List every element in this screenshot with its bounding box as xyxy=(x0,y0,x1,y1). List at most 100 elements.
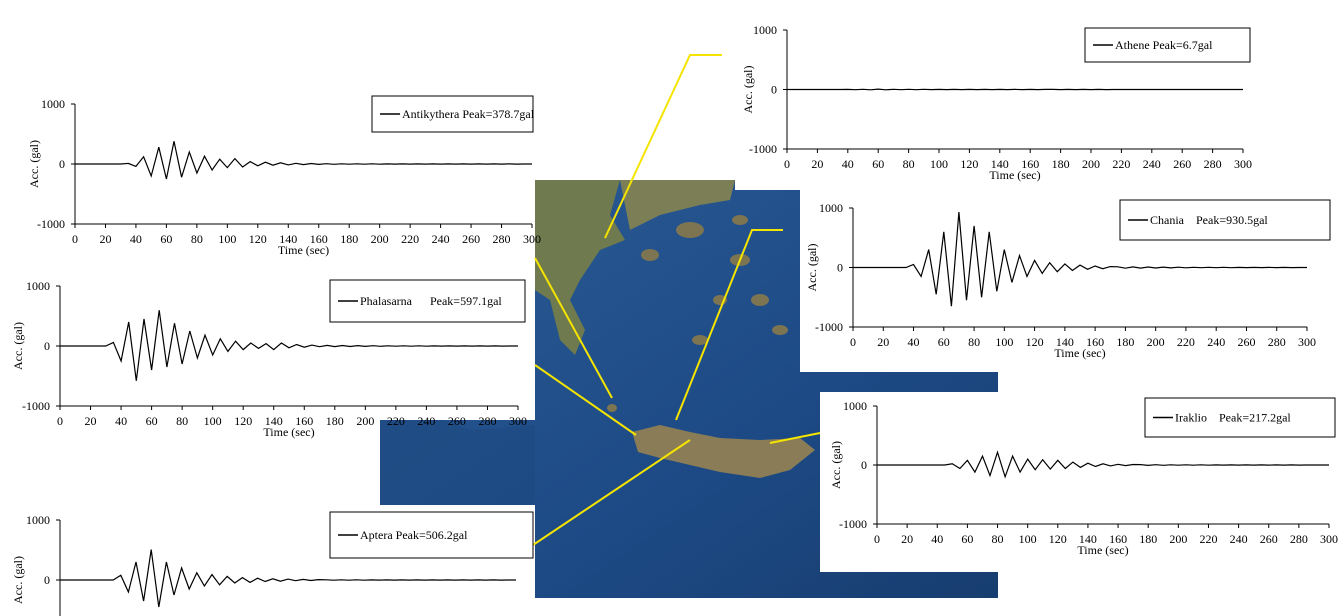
x-tick-label: 200 xyxy=(356,414,374,428)
figure: -100001000020406080100120140160180200220… xyxy=(0,0,1341,616)
page: html,body{margin:0;padding:0;background:… xyxy=(0,0,1341,616)
x-tick-label: 20 xyxy=(877,335,889,349)
x-tick-label: 280 xyxy=(1268,335,1286,349)
x-tick-label: 180 xyxy=(326,414,344,428)
x-tick-label: 240 xyxy=(432,232,450,246)
x-tick-label: 200 xyxy=(371,232,389,246)
x-tick-label: 180 xyxy=(1116,335,1134,349)
x-tick-label: 260 xyxy=(448,414,466,428)
y-axis-label: Acc. (gal) xyxy=(741,66,755,114)
y-axis-label: Acc. (gal) xyxy=(805,244,819,292)
x-tick-label: 260 xyxy=(462,232,480,246)
x-tick-label: 180 xyxy=(1139,532,1157,546)
y-tick-label: 0 xyxy=(44,339,50,353)
legend-label: Antikythera Peak=378.7gal xyxy=(402,107,535,121)
legend-label: Iraklio Peak=217.2gal xyxy=(1175,411,1291,425)
x-tick-label: 260 xyxy=(1173,157,1191,171)
y-tick-label: 1000 xyxy=(819,201,843,215)
x-tick-label: 300 xyxy=(523,232,541,246)
x-tick-label: 80 xyxy=(176,414,188,428)
x-tick-label: 80 xyxy=(992,532,1004,546)
x-tick-label: 120 xyxy=(960,157,978,171)
x-tick-label: 40 xyxy=(908,335,920,349)
y-tick-label: 0 xyxy=(771,83,777,97)
y-tick-label: 0 xyxy=(44,573,50,587)
x-tick-label: 0 xyxy=(72,232,78,246)
x-tick-label: 180 xyxy=(1052,157,1070,171)
x-tick-label: 20 xyxy=(99,232,111,246)
x-axis-label: Time (sec) xyxy=(1054,346,1105,360)
x-tick-label: 280 xyxy=(478,414,496,428)
page-body: {"chart_data":[ {"type":"line","xlabel":… xyxy=(0,0,1341,616)
x-tick-label: 200 xyxy=(1169,532,1187,546)
x-tick-label: 120 xyxy=(1049,532,1067,546)
x-tick-label: 80 xyxy=(191,232,203,246)
x-tick-label: 40 xyxy=(115,414,127,428)
x-tick-label: 60 xyxy=(872,157,884,171)
x-axis-label: Time (sec) xyxy=(278,243,329,257)
x-tick-label: 100 xyxy=(204,414,222,428)
x-tick-label: 280 xyxy=(1290,532,1308,546)
x-tick-label: 120 xyxy=(234,414,252,428)
y-tick-label: -1000 xyxy=(839,517,867,531)
y-tick-label: -1000 xyxy=(37,217,65,231)
x-tick-label: 120 xyxy=(249,232,267,246)
x-tick-label: 200 xyxy=(1147,335,1165,349)
x-tick-label: 100 xyxy=(1019,532,1037,546)
x-tick-label: 200 xyxy=(1082,157,1100,171)
y-tick-label: -1000 xyxy=(749,142,777,156)
x-tick-label: 0 xyxy=(784,157,790,171)
y-axis-label: Acc. (gal) xyxy=(11,322,25,370)
y-tick-label: 1000 xyxy=(41,97,65,111)
x-tick-label: 260 xyxy=(1237,335,1255,349)
panel xyxy=(0,0,535,420)
x-tick-label: 60 xyxy=(938,335,950,349)
y-axis-label: Acc. (gal) xyxy=(829,441,843,489)
x-tick-label: 40 xyxy=(842,157,854,171)
x-tick-label: 60 xyxy=(146,414,158,428)
legend-label: Phalasarna Peak=597.1gal xyxy=(360,294,502,308)
x-tick-label: 240 xyxy=(417,414,435,428)
x-tick-label: 0 xyxy=(850,335,856,349)
y-tick-label: 1000 xyxy=(843,399,867,413)
x-tick-label: 300 xyxy=(509,414,527,428)
x-tick-label: 180 xyxy=(340,232,358,246)
y-tick-label: -1000 xyxy=(815,320,843,334)
x-tick-label: 60 xyxy=(160,232,172,246)
legend-label: Aptera Peak=506.2gal xyxy=(360,528,468,542)
y-tick-label: 0 xyxy=(861,458,867,472)
x-tick-label: 20 xyxy=(901,532,913,546)
y-tick-label: -1000 xyxy=(22,399,50,413)
x-tick-label: 80 xyxy=(903,157,915,171)
legend-label: Athene Peak=6.7gal xyxy=(1115,38,1213,52)
y-axis-label: Acc. (gal) xyxy=(11,556,25,604)
x-tick-label: 120 xyxy=(1026,335,1044,349)
x-tick-label: 0 xyxy=(874,532,880,546)
x-tick-label: 220 xyxy=(387,414,405,428)
x-tick-label: 300 xyxy=(1298,335,1316,349)
y-tick-label: 1000 xyxy=(753,23,777,37)
x-tick-label: 60 xyxy=(961,532,973,546)
x-tick-label: 40 xyxy=(130,232,142,246)
x-tick-label: 40 xyxy=(931,532,943,546)
x-tick-label: 100 xyxy=(995,335,1013,349)
x-axis-label: Time (sec) xyxy=(263,425,314,439)
x-tick-label: 260 xyxy=(1260,532,1278,546)
x-tick-label: 20 xyxy=(811,157,823,171)
x-tick-label: 280 xyxy=(1204,157,1222,171)
x-tick-label: 80 xyxy=(968,335,980,349)
x-tick-label: 220 xyxy=(401,232,419,246)
legend-label: Chania Peak=930.5gal xyxy=(1150,213,1268,227)
x-tick-label: 240 xyxy=(1143,157,1161,171)
waveform xyxy=(787,89,1243,90)
x-tick-label: 220 xyxy=(1199,532,1217,546)
y-tick-label: 0 xyxy=(837,261,843,275)
x-tick-label: 240 xyxy=(1230,532,1248,546)
x-tick-label: 220 xyxy=(1177,335,1195,349)
y-tick-label: 1000 xyxy=(26,513,50,527)
x-tick-label: 0 xyxy=(57,414,63,428)
x-tick-label: 220 xyxy=(1112,157,1130,171)
y-axis-label: Acc. (gal) xyxy=(27,140,41,188)
x-axis-label: Time (sec) xyxy=(989,168,1040,182)
x-tick-label: 300 xyxy=(1320,532,1338,546)
